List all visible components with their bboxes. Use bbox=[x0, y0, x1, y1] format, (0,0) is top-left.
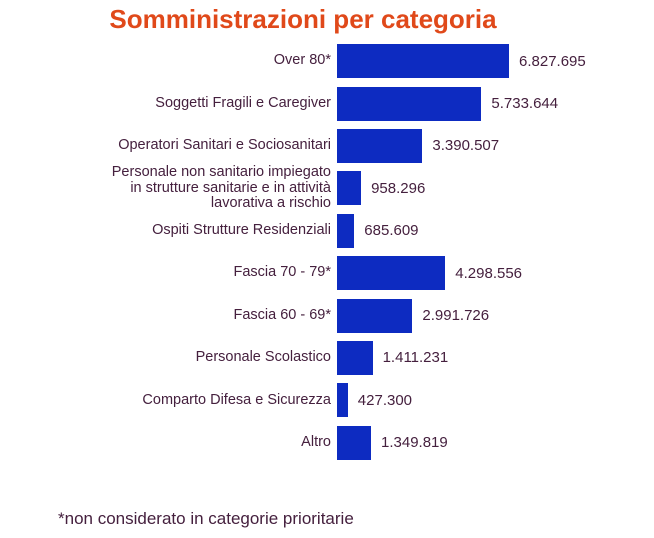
value-label: 1.349.819 bbox=[381, 434, 448, 452]
somministrazioni-chart-page: Somministrazioni per categoria Over 80* 6… bbox=[0, 4, 654, 538]
chart-row: Operatori Sanitari e Sociosanitari 3.390.… bbox=[0, 125, 654, 167]
value-label: 5.733.644 bbox=[491, 95, 559, 113]
bar bbox=[337, 425, 371, 460]
chart-footnote: *non considerato in categorie prioritari… bbox=[58, 508, 354, 528]
category-label: Over 80* bbox=[273, 52, 331, 69]
bar-zone: 685.609 bbox=[337, 210, 654, 252]
chart-row: Fascia 60 - 69* 2.991.726 bbox=[0, 294, 654, 336]
bar bbox=[337, 383, 348, 418]
value-label: 427.300 bbox=[357, 391, 413, 409]
chart-row: Personale Scolastico 1.411.231 bbox=[0, 337, 654, 379]
chart-row: Ospiti Strutture Residenziali 685.609 bbox=[0, 210, 654, 252]
bar-zone: 3.390.507 bbox=[337, 125, 654, 167]
bar bbox=[337, 340, 373, 375]
bar-zone: 6.827.695 bbox=[337, 40, 654, 82]
bar bbox=[337, 86, 482, 121]
bar-zone: 958.296 bbox=[337, 167, 654, 209]
bar-zone: 4.298.556 bbox=[337, 252, 654, 294]
chart-row: Soggetti Fragili e Caregiver 5.733.644 bbox=[0, 82, 654, 124]
category-label: Personale Scolastico bbox=[195, 349, 331, 366]
chart-row: Fascia 70 - 79* 4.298.556 bbox=[0, 252, 654, 294]
bar bbox=[337, 171, 362, 206]
bar-zone: 1.349.819 bbox=[337, 422, 654, 464]
value-label: 1.411.231 bbox=[382, 349, 449, 367]
value-label: 685.609 bbox=[364, 222, 419, 240]
category-label: Ospiti Strutture Residenziali bbox=[152, 222, 331, 238]
category-label: Fascia 70 - 79* bbox=[233, 264, 331, 281]
chart-row: Over 80* 6.827.695 bbox=[0, 40, 654, 82]
value-label: 958.296 bbox=[371, 179, 426, 197]
chart-row: Personale non sanitario impiegato in str… bbox=[0, 164, 654, 212]
bar-zone: 5.733.644 bbox=[337, 82, 654, 124]
category-label: Soggetti Fragili e Caregiver bbox=[155, 94, 331, 111]
chart-row: Altro 1.349.819 bbox=[0, 422, 654, 464]
value-label: 4.298.556 bbox=[455, 264, 523, 282]
bar-zone: 2.991.726 bbox=[337, 294, 654, 336]
bar bbox=[337, 256, 446, 291]
bar-rows: Over 80* 6.827.695 Soggetti Fragili e Care… bbox=[0, 40, 654, 464]
chart-title: Somministrazioni per categoria bbox=[109, 4, 497, 34]
bar bbox=[337, 44, 509, 79]
bar-zone: 1.411.231 bbox=[337, 337, 654, 379]
value-label: 3.390.507 bbox=[432, 137, 500, 155]
value-label: 2.991.726 bbox=[422, 307, 490, 325]
value-label: 6.827.695 bbox=[519, 52, 586, 70]
bar bbox=[337, 298, 413, 333]
category-label: Personale non sanitario impiegato in str… bbox=[111, 164, 331, 212]
chart-row: Comparto Difesa e Sicurezza 427.300 bbox=[0, 379, 654, 421]
bar bbox=[337, 213, 355, 248]
category-label: Altro bbox=[301, 433, 331, 450]
category-label: Operatori Sanitari e Sociosanitari bbox=[118, 137, 331, 154]
category-label: Fascia 60 - 69* bbox=[233, 306, 331, 323]
bar bbox=[337, 128, 423, 163]
bar-zone: 427.300 bbox=[337, 379, 654, 421]
bar-chart: Over 80* 6.827.695 Soggetti Fragili e Care… bbox=[0, 40, 654, 464]
category-label: Comparto Difesa e Sicurezza bbox=[142, 391, 331, 408]
